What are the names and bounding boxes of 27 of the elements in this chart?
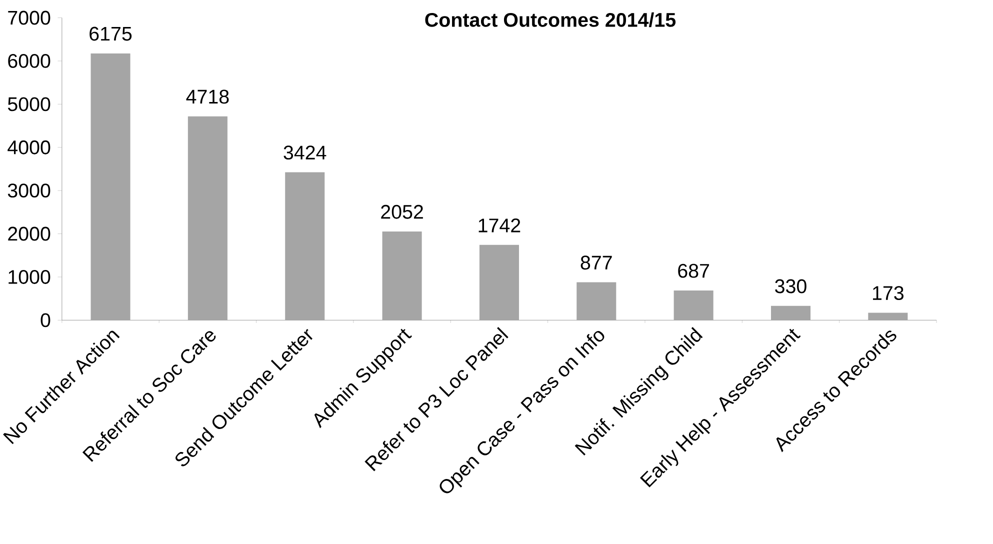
data-label: 2052 bbox=[381, 205, 423, 220]
y-tick-label: 3000 bbox=[8, 184, 50, 198]
data-label: 6175 bbox=[90, 27, 132, 41]
bar bbox=[188, 116, 228, 320]
y-tick-label: 2000 bbox=[8, 227, 50, 241]
bar bbox=[868, 312, 908, 320]
bar bbox=[382, 232, 422, 320]
data-label: 1742 bbox=[478, 218, 520, 232]
chart-title: Contact Outcomes 2014/15 bbox=[425, 12, 676, 28]
y-tick-label: 6000 bbox=[8, 54, 50, 68]
data-label: 173 bbox=[872, 286, 904, 300]
bar bbox=[770, 306, 811, 320]
y-tick-label: 1000 bbox=[8, 270, 50, 284]
y-tick-label: 5000 bbox=[8, 97, 50, 112]
bar bbox=[674, 290, 714, 320]
data-label: 4718 bbox=[186, 90, 229, 104]
data-label: 3424 bbox=[284, 146, 326, 160]
bar bbox=[285, 172, 325, 320]
y-tick-label: 4000 bbox=[8, 140, 50, 155]
bar bbox=[479, 245, 519, 320]
bar bbox=[576, 282, 616, 320]
data-label: 877 bbox=[580, 256, 612, 270]
y-tick-label: 0 bbox=[40, 313, 50, 328]
y-tick-label: 7000 bbox=[8, 11, 50, 25]
data-label: 687 bbox=[678, 264, 709, 278]
data-label: 330 bbox=[775, 280, 806, 294]
bar bbox=[90, 54, 130, 320]
